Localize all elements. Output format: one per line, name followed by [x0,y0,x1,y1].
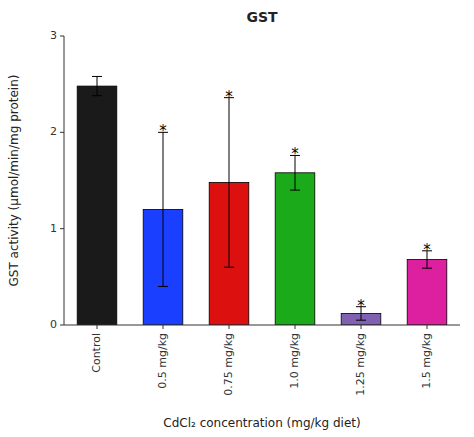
x-tick [427,325,428,329]
error-cap [356,320,366,321]
y-tick-label: 0 [50,318,57,331]
error-cap [290,190,300,191]
annotation: * [357,297,365,315]
annotation: * [291,145,299,163]
x-tick-label: 1.0 mg/kg [288,333,301,389]
error-line [97,76,98,95]
x-tick [229,325,230,329]
x-tick-label: Control [90,333,103,373]
y-tick-label: 3 [50,29,57,42]
error-cap [158,286,168,287]
error-cap [92,76,102,77]
bar [407,259,447,325]
error-line [163,132,164,286]
x-tick-label: 1.25 mg/kg [354,333,367,396]
x-tick [361,325,362,329]
error-cap [224,267,234,268]
error-bar [92,76,102,95]
title: GST [246,9,278,25]
y-axis-label: GST activity (μmol/min/mg protein) [7,75,21,287]
annotation: * [225,88,233,106]
y-tick [60,132,64,133]
x-axis-label: CdCl₂ concentration (mg/kg diet) [163,416,360,430]
x-tick-label: 1.5 mg/kg [420,333,433,389]
x-tick [163,325,164,329]
y-tick-label: 1 [50,222,57,235]
error-cap [422,268,432,269]
x-axis-line [64,325,460,326]
y-tick [60,36,64,37]
x-tick-label: 0.75 mg/kg [222,333,235,396]
bar [77,86,117,325]
y-tick [60,228,64,229]
error-line [229,98,230,268]
x-tick-label: 0.5 mg/kg [156,333,169,389]
x-tick [97,325,98,329]
y-tick [60,325,64,326]
error-bar [224,98,234,268]
y-tick-label: 2 [50,125,57,138]
annotation: * [423,241,431,259]
bar [275,173,315,325]
x-tick [295,325,296,329]
annotation: * [159,122,167,140]
y-axis-line [64,36,65,325]
plot-area [77,76,447,325]
error-cap [92,95,102,96]
chart: * * * * * 0 1 2 3 Control 0.5 mg/kg 0.75 mg/kg 1.0 m… [0,0,474,437]
error-bar [158,132,168,286]
